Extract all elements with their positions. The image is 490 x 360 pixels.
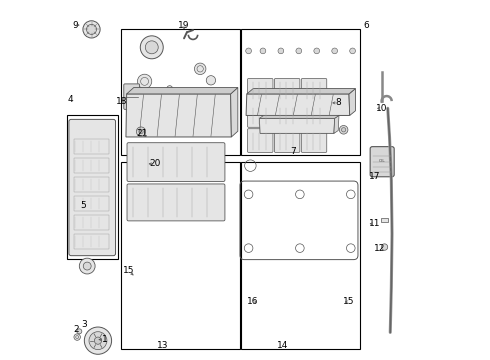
Text: 15: 15 [343,297,355,306]
FancyBboxPatch shape [127,143,225,181]
Text: 18: 18 [116,96,127,105]
Circle shape [83,21,100,38]
Text: 4: 4 [67,95,73,104]
Bar [68,116,118,259]
FancyBboxPatch shape [301,78,327,102]
Polygon shape [259,116,339,118]
Circle shape [339,126,348,134]
FancyBboxPatch shape [69,120,116,256]
Bar [74,139,109,154]
Polygon shape [126,94,231,137]
Circle shape [137,94,145,102]
FancyBboxPatch shape [247,78,273,102]
FancyBboxPatch shape [274,78,300,102]
Circle shape [260,48,266,54]
Circle shape [195,63,206,75]
Circle shape [314,48,319,54]
FancyBboxPatch shape [247,129,273,152]
Polygon shape [126,87,238,94]
Text: 9: 9 [73,21,78,30]
FancyBboxPatch shape [301,104,327,127]
Text: 16: 16 [247,297,259,306]
Polygon shape [334,116,339,134]
Circle shape [83,262,91,270]
Circle shape [79,258,95,274]
Polygon shape [259,118,335,134]
Polygon shape [246,94,350,116]
Bar [122,162,240,348]
Bar [242,30,360,155]
FancyBboxPatch shape [247,104,273,127]
FancyBboxPatch shape [274,104,300,127]
Circle shape [278,48,284,54]
Text: 6: 6 [364,21,369,30]
Text: 3: 3 [81,320,87,329]
Circle shape [84,327,112,354]
Circle shape [87,24,97,35]
Text: 15: 15 [122,266,134,275]
Bar [122,30,240,155]
Circle shape [189,93,195,99]
Circle shape [342,128,346,132]
Circle shape [95,337,101,344]
FancyBboxPatch shape [370,147,394,177]
FancyBboxPatch shape [124,84,140,109]
Text: 8: 8 [335,98,341,107]
Polygon shape [231,87,238,137]
Circle shape [332,48,338,54]
Circle shape [139,130,143,134]
Circle shape [381,244,388,250]
Circle shape [296,48,302,54]
Text: 2: 2 [73,325,78,334]
Circle shape [89,332,107,350]
Circle shape [350,48,355,54]
Text: 12: 12 [374,244,386,253]
Circle shape [206,76,216,85]
Text: 20: 20 [149,159,160,168]
Polygon shape [247,89,355,94]
Circle shape [74,334,80,340]
Circle shape [203,94,211,102]
FancyBboxPatch shape [274,129,300,152]
FancyBboxPatch shape [301,129,327,152]
Circle shape [77,329,82,334]
Text: 1: 1 [101,335,107,344]
Text: 7: 7 [291,147,296,156]
Text: 21: 21 [136,129,147,138]
Text: 14: 14 [277,341,288,350]
Text: 11: 11 [369,219,381,228]
Text: 10: 10 [375,104,387,113]
Text: 5: 5 [80,201,86,210]
Text: 19: 19 [178,21,190,30]
Text: OIL: OIL [379,159,385,163]
Text: 13: 13 [157,341,168,350]
Circle shape [136,127,146,136]
Text: 17: 17 [369,172,381,181]
Circle shape [146,41,158,54]
Circle shape [167,86,172,91]
Bar [74,215,109,230]
Bar [74,177,109,192]
Bar [242,162,360,348]
Bar [74,196,109,211]
Bar [74,158,109,173]
Bar [74,234,109,249]
FancyBboxPatch shape [127,184,225,221]
Circle shape [140,36,163,59]
Circle shape [245,48,251,54]
Bar [381,219,389,222]
Polygon shape [349,89,355,116]
Circle shape [137,74,152,89]
